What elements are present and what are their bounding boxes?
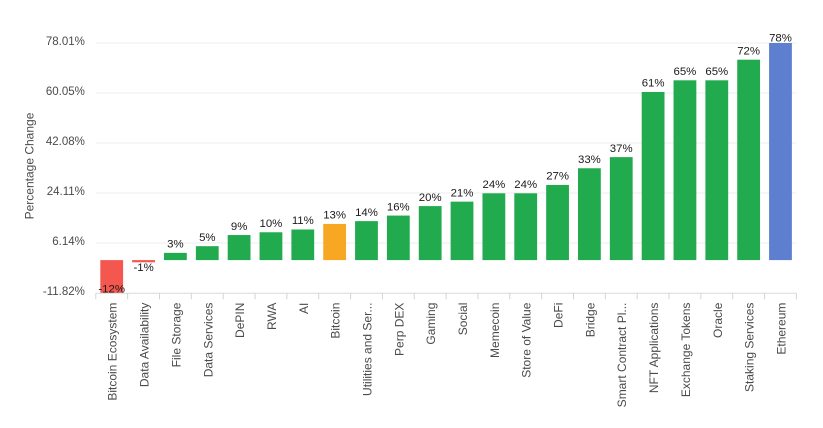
svg-text:78.01%: 78.01%: [46, 36, 85, 48]
svg-text:Bitcoin Ecosystem: Bitcoin Ecosystem: [106, 303, 120, 401]
svg-text:20%: 20%: [419, 192, 442, 204]
svg-text:24%: 24%: [482, 179, 505, 191]
svg-text:24%: 24%: [514, 179, 537, 191]
svg-text:65%: 65%: [705, 66, 728, 78]
svg-text:RWA: RWA: [265, 303, 279, 330]
svg-text:AI: AI: [297, 303, 311, 314]
svg-text:Memecoin: Memecoin: [488, 303, 502, 358]
svg-text:Gaming: Gaming: [424, 303, 438, 345]
svg-text:10%: 10%: [259, 218, 282, 230]
svg-text:Oracle: Oracle: [711, 302, 725, 338]
svg-text:Exchange Tokens: Exchange Tokens: [679, 303, 693, 398]
svg-text:Bitcoin: Bitcoin: [329, 303, 343, 339]
svg-text:Data Services: Data Services: [201, 303, 215, 378]
svg-text:16%: 16%: [387, 201, 410, 213]
svg-text:78%: 78%: [769, 33, 792, 45]
svg-text:File Storage: File Storage: [169, 302, 183, 367]
svg-text:13%: 13%: [323, 210, 346, 222]
svg-text:Social: Social: [456, 303, 470, 336]
svg-text:-1%: -1%: [133, 262, 153, 274]
svg-text:11%: 11%: [292, 215, 314, 227]
svg-text:DePIN: DePIN: [233, 303, 247, 338]
svg-text:61%: 61%: [642, 78, 665, 90]
svg-text:42.08%: 42.08%: [46, 136, 85, 148]
svg-text:NFT Applications: NFT Applications: [647, 303, 661, 394]
svg-text:6.14%: 6.14%: [52, 236, 85, 248]
svg-text:24.11%: 24.11%: [47, 186, 85, 198]
svg-text:Percentage Change: Percentage Change: [23, 112, 37, 219]
svg-text:Data Availability: Data Availability: [138, 303, 152, 388]
svg-text:37%: 37%: [610, 143, 633, 155]
svg-text:21%: 21%: [451, 187, 474, 199]
svg-text:Staking Services: Staking Services: [743, 303, 757, 392]
svg-text:33%: 33%: [578, 154, 601, 166]
svg-text:Perp DEX: Perp DEX: [392, 303, 406, 356]
svg-text:-11.82%: -11.82%: [43, 286, 85, 298]
svg-text:Store of Value: Store of Value: [520, 302, 534, 377]
svg-text:DeFi: DeFi: [552, 303, 566, 328]
svg-text:27%: 27%: [546, 171, 569, 183]
svg-text:60.05%: 60.05%: [46, 86, 85, 98]
svg-text:Smart Contract Pl...: Smart Contract Pl...: [615, 303, 629, 408]
svg-text:5%: 5%: [199, 232, 215, 244]
svg-text:3%: 3%: [167, 239, 183, 251]
svg-text:Utilities and Ser...: Utilities and Ser...: [361, 303, 375, 396]
svg-text:9%: 9%: [231, 221, 247, 233]
svg-text:65%: 65%: [673, 66, 696, 78]
svg-text:Ethereum: Ethereum: [775, 303, 789, 355]
svg-text:Bridge: Bridge: [583, 302, 597, 337]
svg-text:14%: 14%: [355, 207, 378, 219]
svg-text:-12%: -12%: [98, 283, 125, 295]
svg-text:72%: 72%: [737, 45, 760, 57]
